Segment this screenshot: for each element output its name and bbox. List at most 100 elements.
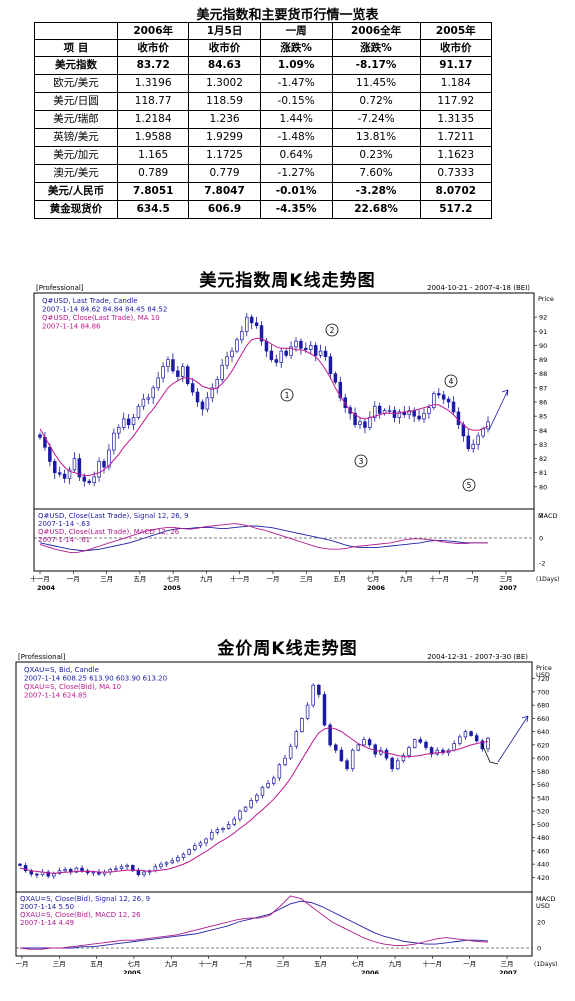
- candle-body: [181, 853, 186, 858]
- macd-line: [19, 895, 489, 950]
- candle-body: [323, 350, 328, 358]
- x-year-label: 2007: [499, 584, 517, 592]
- candle-body: [198, 842, 203, 846]
- candle-body: [294, 340, 298, 348]
- candle-body: [77, 458, 82, 478]
- candle-body: [255, 794, 259, 801]
- candle-body: [210, 387, 215, 399]
- candle-body: [87, 480, 91, 483]
- candle-body: [112, 432, 116, 451]
- candle-body: [392, 410, 397, 418]
- annotation-number: 2: [330, 326, 335, 335]
- candle-body: [368, 417, 372, 428]
- row-label: 欧元/美元: [34, 74, 118, 93]
- candle-body: [48, 446, 52, 462]
- y-tick-label: 80: [539, 483, 547, 491]
- x-month-label: 一月: [466, 575, 479, 583]
- header-cell: 1月5日: [188, 22, 261, 40]
- candle-body: [238, 810, 242, 820]
- table-cell: -0.15%: [259, 92, 333, 111]
- macd-legend-entry: Q#USD, Close(Last Trade), Signal 12, 26,…: [38, 512, 189, 520]
- annotation-circle: [325, 323, 339, 337]
- candle-body: [474, 735, 479, 742]
- candle-body: [397, 411, 402, 418]
- x-month-label: 十一月: [423, 959, 443, 968]
- candle-body: [418, 739, 423, 743]
- candle-body: [317, 684, 321, 695]
- candle-body: [164, 862, 169, 865]
- y-tick-label: 560: [537, 781, 549, 789]
- table-cell: 1.1725: [188, 146, 261, 165]
- candle-body: [441, 394, 446, 400]
- table-cell: 0.7333: [419, 164, 493, 183]
- candle-body: [387, 410, 392, 412]
- table-cell: 1.165: [116, 146, 190, 165]
- annotation-number: 4: [449, 377, 454, 386]
- legend-entry: QXAU=S, Bid, Candle: [24, 666, 99, 674]
- candle-body: [166, 359, 170, 367]
- table-row: 美元/瑞郎 1.2184 1.236 1.44% -7.24% 1.3135: [34, 110, 493, 129]
- x-month-label: 九月: [200, 574, 213, 583]
- candle-body: [384, 749, 389, 759]
- candle-body: [377, 405, 382, 414]
- candle-body: [471, 444, 475, 450]
- table-cell: 83.72: [116, 56, 190, 75]
- candle-body: [476, 435, 480, 445]
- trend-arrow-head: [521, 715, 529, 723]
- y-tick-label: 83: [539, 441, 547, 449]
- gold-chart-title: 金价周K线走势图: [217, 639, 358, 659]
- table-cell: 7.60%: [331, 164, 421, 183]
- table-cell: 1.44%: [259, 110, 333, 129]
- candle-body: [328, 356, 333, 375]
- candle-body: [305, 704, 310, 719]
- candle-body: [176, 370, 180, 377]
- candle-body: [412, 410, 416, 417]
- table-cell: 1.7211: [419, 128, 493, 147]
- header-cell: 收市价: [188, 39, 261, 57]
- header-cell: 2006年: [116, 22, 190, 40]
- trend-arrow-line: [497, 715, 529, 763]
- candle-body: [452, 743, 456, 751]
- table-cell: 13.81%: [331, 128, 421, 147]
- x-month-label: 三月: [501, 960, 514, 968]
- candle-body: [417, 415, 421, 420]
- candle-body: [456, 411, 461, 425]
- table-cell: -8.17%: [331, 56, 421, 75]
- y-tick-label: 86: [539, 399, 547, 407]
- y-tick-label: 580: [537, 768, 549, 776]
- y-tick-label: 720: [537, 675, 549, 683]
- candle-body: [57, 472, 62, 475]
- candle-body: [161, 366, 165, 379]
- candle-body: [136, 405, 141, 418]
- candle-body: [350, 749, 355, 770]
- table-cell: 118.77: [116, 92, 190, 111]
- candle-body: [220, 364, 224, 380]
- x-month-label: 七月: [366, 574, 379, 583]
- macd-tick-label: 20: [537, 919, 545, 927]
- candle-body: [146, 397, 151, 400]
- candle-body: [322, 694, 327, 726]
- candle-body: [35, 873, 39, 876]
- table-cell: 7.8051: [116, 182, 190, 201]
- table-cell: -1.48%: [259, 128, 333, 147]
- legend-entry: Q#USD, Close(Last Trade), MA 10: [42, 314, 160, 322]
- candle-body: [277, 764, 282, 779]
- table-cell: 118.59: [188, 92, 261, 111]
- x-month-label: 五月: [133, 575, 146, 583]
- candle-body: [318, 350, 323, 356]
- ma10-line: [39, 337, 489, 476]
- candle-body: [18, 863, 22, 866]
- candle-body: [107, 449, 111, 468]
- candle-body: [300, 718, 304, 732]
- candle-body: [72, 458, 77, 471]
- table-row: 欧元/美元 1.3196 1.3002 -1.47% 11.45% 1.184: [34, 74, 493, 93]
- price-axis-label: Price: [538, 295, 554, 303]
- usd-chart-title: 美元指数周K线走势图: [199, 271, 376, 291]
- candle-body: [205, 397, 210, 410]
- table-cell: 0.23%: [331, 146, 421, 165]
- x-month-label: 十一月: [430, 574, 450, 583]
- candle-body: [486, 737, 490, 750]
- candle-body: [62, 473, 67, 479]
- candle-body: [362, 739, 366, 746]
- candle-body: [204, 838, 208, 844]
